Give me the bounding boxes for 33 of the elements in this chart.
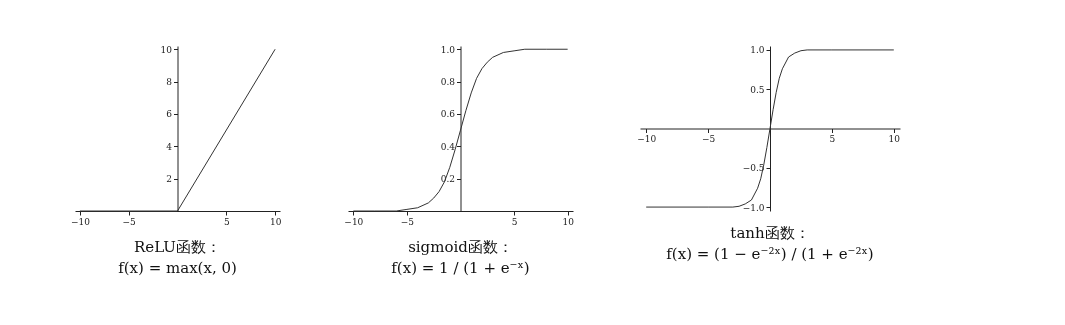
y-tick-label: −0.5 — [742, 163, 765, 174]
y-tick-label: 8 — [166, 77, 173, 88]
y-tick-label: 0.8 — [440, 77, 456, 88]
y-tick-label: −1.0 — [742, 202, 765, 213]
text: ReLU函数： — [134, 238, 221, 256]
y-tick-label: 0.5 — [750, 84, 765, 95]
y-tick-label: 2 — [166, 174, 172, 185]
y-tick-label: 4 — [166, 141, 173, 152]
x-tick-label: 5 — [511, 216, 518, 227]
x-tick-label: −10 — [344, 216, 364, 227]
x-tick-label: −5 — [122, 216, 137, 227]
y-tick-label: 1.0 — [440, 44, 456, 55]
x-tick-label: 10 — [269, 216, 282, 227]
y-tick-label: 0.4 — [440, 141, 456, 152]
text: sigmoid函数： — [408, 238, 513, 256]
x-tick-label: 5 — [829, 134, 836, 144]
y-tick-label: 6 — [166, 109, 173, 120]
x-tick-label: −10 — [70, 216, 91, 227]
y-tick-label: 0.6 — [440, 109, 456, 120]
x-tick-label: 10 — [888, 134, 901, 144]
text: f(x) = (1 − e⁻²ˣ) / (1 + e⁻²ˣ) — [666, 245, 874, 264]
x-tick-label: −5 — [701, 134, 716, 144]
x-tick-label: 5 — [223, 216, 230, 227]
x-tick-label: 10 — [562, 216, 575, 227]
x-tick-label: −10 — [637, 134, 657, 144]
line-series — [352, 48, 569, 212]
y-tick-label: 0.2 — [440, 174, 455, 185]
y-tick-label: 1.0 — [750, 45, 765, 56]
y-tick-label: 10 — [160, 44, 173, 55]
text: tanh函数： — [730, 224, 810, 243]
text: f(x) = max(x, 0) — [118, 259, 237, 277]
x-tick-label: −5 — [400, 216, 415, 227]
text: f(x) = 1 / (1 + e⁻ˣ) — [391, 259, 530, 277]
